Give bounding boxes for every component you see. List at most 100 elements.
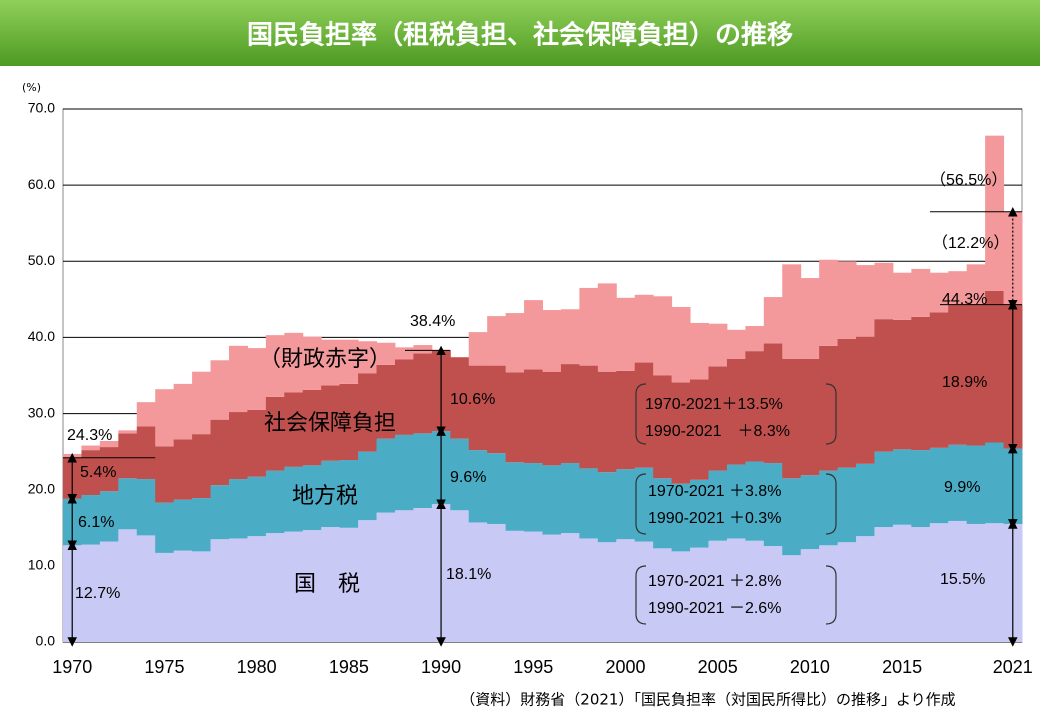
annotation: 24.3% xyxy=(67,427,112,444)
bar-segment xyxy=(597,472,617,543)
bar-segment xyxy=(210,485,230,540)
bar-segment xyxy=(948,304,968,445)
bar-segment xyxy=(911,268,931,317)
bar-segment xyxy=(966,523,986,642)
series-label: 社会保障負担 xyxy=(264,411,396,436)
bar-segment xyxy=(155,446,175,503)
bar-segment xyxy=(800,278,820,359)
bar-segment xyxy=(837,261,857,339)
bar-segment xyxy=(81,445,101,451)
bar-segment xyxy=(339,527,359,642)
bar-segment xyxy=(726,538,746,642)
bar-segment xyxy=(634,467,654,542)
bar-segment xyxy=(763,343,783,464)
bar-segment xyxy=(985,135,1005,291)
bar-segment xyxy=(468,365,488,451)
bar-segment xyxy=(782,358,802,479)
bar-segment xyxy=(929,447,949,524)
bar-segment xyxy=(376,512,396,642)
bar-segment xyxy=(284,466,304,532)
series-label: （財政赤字） xyxy=(259,347,391,372)
annotation: 12.7% xyxy=(75,585,120,602)
bar-segment xyxy=(579,468,599,539)
bar-segment xyxy=(542,465,562,535)
y-unit: (%) xyxy=(22,81,41,94)
bar-segment xyxy=(118,430,138,434)
bar-segment xyxy=(911,316,931,451)
bar-segment xyxy=(81,495,101,545)
bar-segment xyxy=(394,434,414,511)
y-tick-label: 60.0 xyxy=(28,176,55,192)
bar-segment xyxy=(228,345,248,413)
bar-segment xyxy=(136,402,156,427)
bar-segment xyxy=(966,264,986,304)
bar-segment xyxy=(745,461,765,541)
bar-segment xyxy=(339,339,359,384)
bar-segment xyxy=(542,371,562,466)
bar-segment xyxy=(726,358,746,465)
bar-segment xyxy=(745,540,765,642)
annotation: （12.2%） xyxy=(932,234,1009,252)
bar-segment xyxy=(155,389,175,447)
bar-segment xyxy=(173,439,193,500)
bar-segment xyxy=(413,345,433,354)
bar-segment xyxy=(985,523,1005,642)
bar-segment xyxy=(413,353,433,434)
bar-segment xyxy=(265,396,285,471)
bar-segment xyxy=(358,451,378,521)
bar-segment xyxy=(487,365,507,454)
bar-segment xyxy=(634,362,654,468)
bar-segment xyxy=(228,412,248,480)
bar-segment xyxy=(671,551,691,642)
bar-segment xyxy=(210,539,230,642)
bar-segment xyxy=(745,326,765,352)
bar-segment xyxy=(99,440,119,448)
bar-segment xyxy=(284,392,304,467)
bar-segment xyxy=(450,510,470,642)
bar-segment xyxy=(321,385,341,461)
annotation: 1990-2021 ＋8.3% xyxy=(645,423,790,440)
bar-segment xyxy=(597,283,617,372)
x-tick-label: 1975 xyxy=(144,657,184,677)
bar-segment xyxy=(358,341,378,374)
bar-segment xyxy=(579,287,599,366)
bar-segment xyxy=(690,479,709,548)
bar-segment xyxy=(690,322,709,380)
bar-segment xyxy=(376,364,396,439)
bar-segment xyxy=(690,547,709,642)
bar-segment xyxy=(690,379,709,480)
bar-segment xyxy=(579,538,599,642)
x-tick-label: 2005 xyxy=(698,657,738,677)
bar-segment xyxy=(228,538,248,642)
bar-segment xyxy=(339,460,359,528)
bar-segment xyxy=(468,332,488,366)
bar-segment xyxy=(856,336,875,464)
bar-segment xyxy=(210,419,230,486)
annotation: 18.9% xyxy=(942,374,987,391)
bar-segment xyxy=(228,479,248,539)
bar-segment xyxy=(284,332,304,393)
bar-segment xyxy=(394,347,414,360)
x-tick-label: 1990 xyxy=(421,657,461,677)
bar-segment xyxy=(560,364,580,464)
annotation: 1970-2021 ＋3.8% xyxy=(648,483,781,500)
annotation: 1970-2021＋13.5% xyxy=(645,396,783,413)
bar-segment xyxy=(192,371,212,435)
bar-segment xyxy=(782,264,802,359)
bar-segment xyxy=(155,552,175,642)
annotation: 1970-2021 ＋2.8% xyxy=(648,573,781,590)
bar-segment xyxy=(394,510,414,642)
bar-segment xyxy=(966,303,986,446)
bar-segment xyxy=(155,502,175,553)
bar-segment xyxy=(874,262,894,320)
bar-segment xyxy=(505,530,525,642)
bar-segment xyxy=(302,465,322,531)
y-tick-label: 50.0 xyxy=(28,252,55,268)
bar-segment xyxy=(99,491,119,542)
bar-segment xyxy=(173,383,193,440)
series-label: 地方税 xyxy=(292,484,358,509)
bar-segment xyxy=(487,453,507,524)
x-tick-label: 1985 xyxy=(329,657,369,677)
annotation: 5.4% xyxy=(80,464,116,481)
bar-segment xyxy=(579,365,599,469)
